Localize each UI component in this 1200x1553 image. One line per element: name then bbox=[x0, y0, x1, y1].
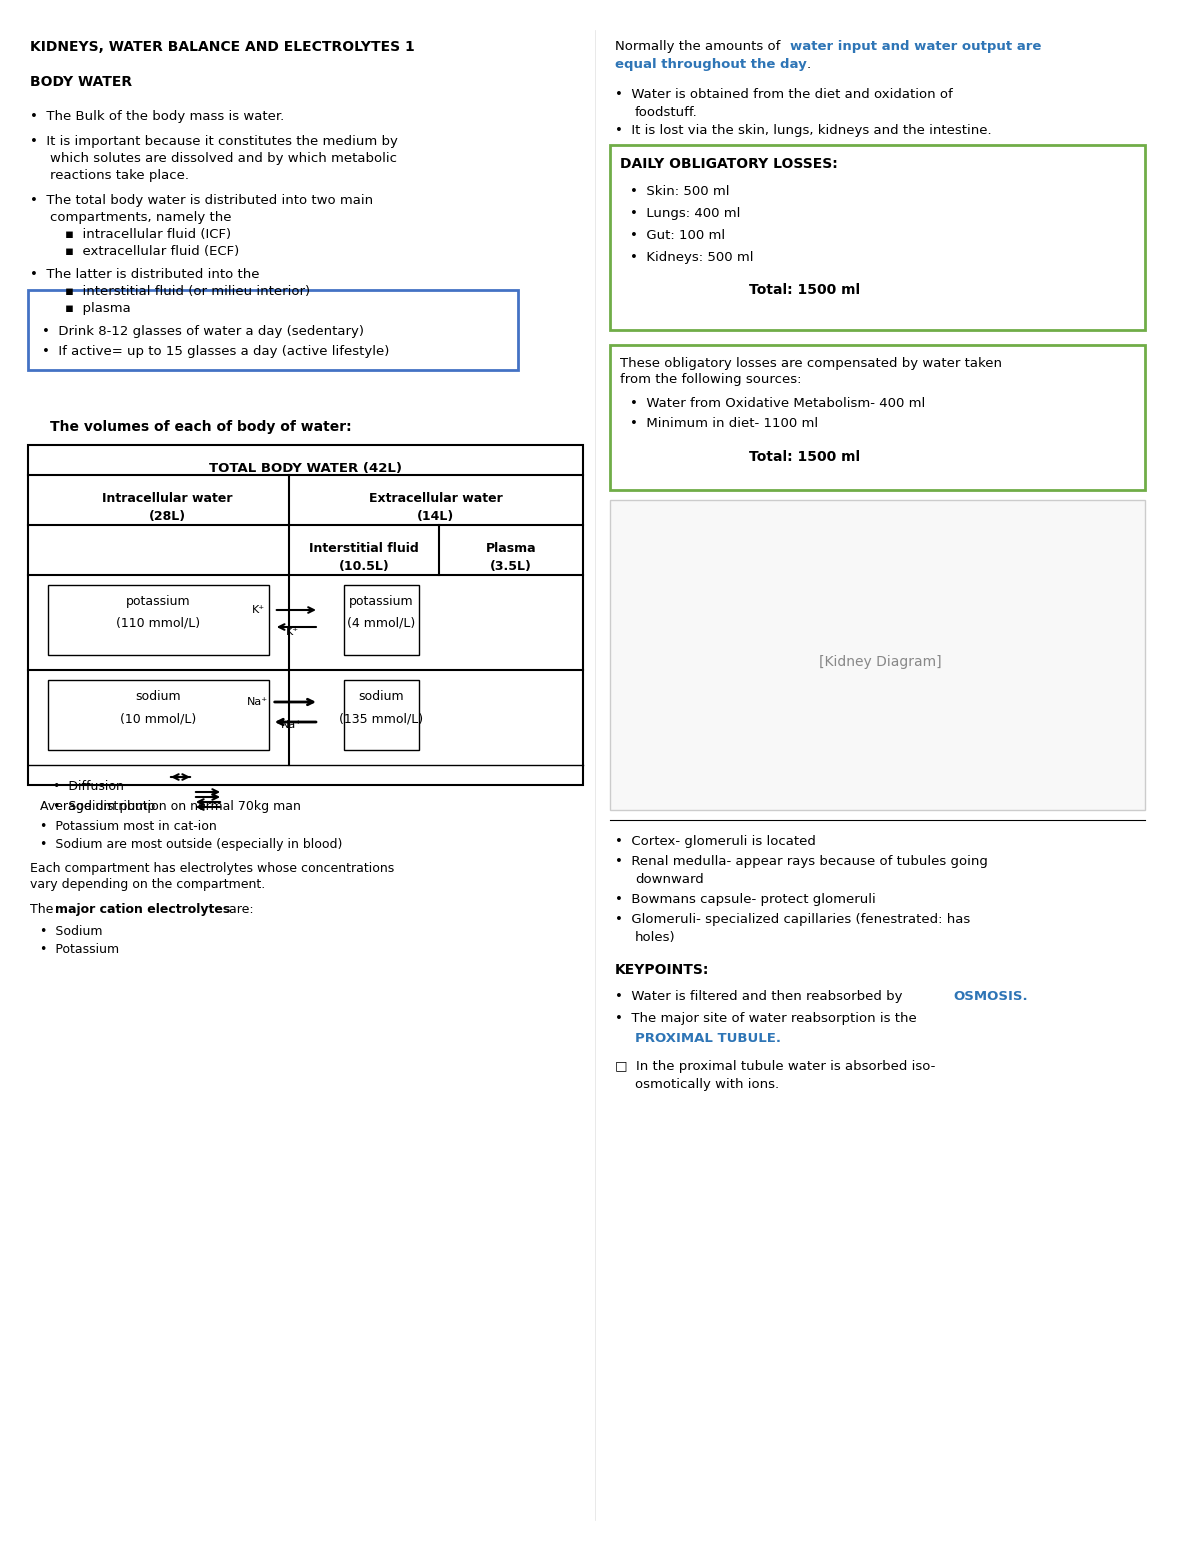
Text: major cation electrolytes: major cation electrolytes bbox=[55, 902, 230, 916]
Bar bbox=[28, 446, 583, 784]
Text: potassium: potassium bbox=[126, 595, 191, 609]
Text: Intracellular water: Intracellular water bbox=[102, 492, 233, 505]
Text: DAILY OBLIGATORY LOSSES:: DAILY OBLIGATORY LOSSES: bbox=[620, 157, 838, 171]
Text: ▪  extracellular fluid (ECF): ▪ extracellular fluid (ECF) bbox=[65, 245, 239, 258]
Text: •  Drink 8-12 glasses of water a day (sedentary): • Drink 8-12 glasses of water a day (sed… bbox=[42, 325, 364, 339]
Text: water input and water output are: water input and water output are bbox=[790, 40, 1042, 53]
Text: •  Lungs: 400 ml: • Lungs: 400 ml bbox=[630, 207, 740, 221]
Text: are:: are: bbox=[226, 902, 253, 916]
Text: •  Water is obtained from the diet and oxidation of: • Water is obtained from the diet and ox… bbox=[616, 89, 953, 101]
Text: •  If active= up to 15 glasses a day (active lifestyle): • If active= up to 15 glasses a day (act… bbox=[42, 345, 389, 359]
Text: □  In the proximal tubule water is absorbed iso-: □ In the proximal tubule water is absorb… bbox=[616, 1061, 935, 1073]
Bar bbox=[344, 585, 419, 655]
Text: ▪  plasma: ▪ plasma bbox=[65, 301, 131, 315]
Text: Na⁺: Na⁺ bbox=[281, 721, 302, 730]
Text: BODY WATER: BODY WATER bbox=[30, 75, 132, 89]
Text: ▪  interstitial fluid (or milieu interior): ▪ interstitial fluid (or milieu interior… bbox=[65, 286, 310, 298]
Text: •  Glomeruli- specialized capillaries (fenestrated: has: • Glomeruli- specialized capillaries (fe… bbox=[616, 913, 971, 926]
Text: •  It is important because it constitutes the medium by: • It is important because it constitutes… bbox=[30, 135, 398, 148]
Text: (10 mmol/L): (10 mmol/L) bbox=[120, 711, 197, 725]
Bar bbox=[48, 585, 269, 655]
Text: (4 mmol/L): (4 mmol/L) bbox=[347, 617, 415, 631]
Text: which solutes are dissolved and by which metabolic: which solutes are dissolved and by which… bbox=[50, 152, 397, 165]
Bar bbox=[48, 680, 269, 750]
Text: (14L): (14L) bbox=[418, 509, 455, 523]
Text: •  Sodium are most outside (especially in blood): • Sodium are most outside (especially in… bbox=[40, 839, 342, 851]
Text: KIDNEYS, WATER BALANCE AND ELECTROLYTES 1: KIDNEYS, WATER BALANCE AND ELECTROLYTES … bbox=[30, 40, 415, 54]
Text: Total: 1500 ml: Total: 1500 ml bbox=[750, 450, 860, 464]
Text: •  Gut: 100 ml: • Gut: 100 ml bbox=[630, 228, 725, 242]
Text: compartments, namely the: compartments, namely the bbox=[50, 211, 232, 224]
Bar bbox=[610, 500, 1145, 811]
FancyBboxPatch shape bbox=[610, 345, 1145, 491]
Text: •  The total body water is distributed into two main: • The total body water is distributed in… bbox=[30, 194, 373, 207]
Text: •  The major site of water reabsorption is the: • The major site of water reabsorption i… bbox=[616, 1013, 917, 1025]
Text: equal throughout the day: equal throughout the day bbox=[616, 57, 806, 71]
Text: •  Minimum in diet- 1100 ml: • Minimum in diet- 1100 ml bbox=[630, 418, 818, 430]
Text: •  Cortex- glomeruli is located: • Cortex- glomeruli is located bbox=[616, 836, 816, 848]
Text: •  Bowmans capsule- protect glomeruli: • Bowmans capsule- protect glomeruli bbox=[616, 893, 876, 905]
Text: (28L): (28L) bbox=[149, 509, 186, 523]
Text: ▪  intracellular fluid (ICF): ▪ intracellular fluid (ICF) bbox=[65, 228, 232, 241]
Text: •  Water is filtered and then reabsorbed by: • Water is filtered and then reabsorbed … bbox=[616, 989, 907, 1003]
Text: Total: 1500 ml: Total: 1500 ml bbox=[750, 283, 860, 297]
Text: sodium: sodium bbox=[359, 690, 404, 704]
Text: (10.5L): (10.5L) bbox=[338, 561, 389, 573]
Text: Average distribution on normal 70kg man: Average distribution on normal 70kg man bbox=[40, 800, 301, 814]
Text: K⁺: K⁺ bbox=[286, 627, 299, 637]
Text: •  Water from Oxidative Metabolism- 400 ml: • Water from Oxidative Metabolism- 400 m… bbox=[630, 398, 925, 410]
Text: Plasma: Plasma bbox=[486, 542, 536, 554]
Text: •  Diffusion: • Diffusion bbox=[53, 780, 124, 794]
Text: osmotically with ions.: osmotically with ions. bbox=[635, 1078, 779, 1092]
Text: Interstitial fluid: Interstitial fluid bbox=[308, 542, 419, 554]
Text: sodium: sodium bbox=[136, 690, 181, 704]
Text: •  Skin: 500 ml: • Skin: 500 ml bbox=[630, 185, 730, 197]
Text: (135 mmol/L): (135 mmol/L) bbox=[340, 711, 424, 725]
Text: (3.5L): (3.5L) bbox=[490, 561, 532, 573]
Text: The volumes of each of body of water:: The volumes of each of body of water: bbox=[50, 419, 352, 433]
Text: •  The Bulk of the body mass is water.: • The Bulk of the body mass is water. bbox=[30, 110, 284, 123]
Text: Extracellular water: Extracellular water bbox=[370, 492, 503, 505]
Text: •  Sodium pump: • Sodium pump bbox=[53, 800, 155, 814]
Text: Each compartment has electrolytes whose concentrations: Each compartment has electrolytes whose … bbox=[30, 862, 395, 874]
Text: foodstuff.: foodstuff. bbox=[635, 106, 697, 120]
Text: •  It is lost via the skin, lungs, kidneys and the intestine.: • It is lost via the skin, lungs, kidney… bbox=[616, 124, 991, 137]
Text: These obligatory losses are compensated by water taken: These obligatory losses are compensated … bbox=[620, 357, 1002, 370]
Text: Normally the amounts of: Normally the amounts of bbox=[616, 40, 785, 53]
Text: .: . bbox=[808, 57, 811, 71]
Text: [Kidney Diagram]: [Kidney Diagram] bbox=[818, 655, 941, 669]
Text: potassium: potassium bbox=[349, 595, 414, 609]
Text: •  Potassium most in cat-ion: • Potassium most in cat-ion bbox=[40, 820, 217, 832]
Text: vary depending on the compartment.: vary depending on the compartment. bbox=[30, 877, 265, 891]
Text: •  Potassium: • Potassium bbox=[40, 943, 119, 957]
Text: PROXIMAL TUBULE.: PROXIMAL TUBULE. bbox=[635, 1033, 781, 1045]
Text: The: The bbox=[30, 902, 58, 916]
Text: reactions take place.: reactions take place. bbox=[50, 169, 190, 182]
Text: downward: downward bbox=[635, 873, 703, 887]
FancyBboxPatch shape bbox=[28, 290, 518, 370]
FancyBboxPatch shape bbox=[610, 144, 1145, 329]
Text: Na⁺: Na⁺ bbox=[247, 697, 268, 707]
Text: •  Kidneys: 500 ml: • Kidneys: 500 ml bbox=[630, 252, 754, 264]
Text: OSMOSIS.: OSMOSIS. bbox=[953, 989, 1027, 1003]
Text: K⁺: K⁺ bbox=[252, 606, 265, 615]
Text: (110 mmol/L): (110 mmol/L) bbox=[116, 617, 200, 631]
Text: TOTAL BODY WATER (42L): TOTAL BODY WATER (42L) bbox=[209, 461, 402, 475]
Text: •  The latter is distributed into the: • The latter is distributed into the bbox=[30, 269, 259, 281]
Text: •  Renal medulla- appear rays because of tubules going: • Renal medulla- appear rays because of … bbox=[616, 856, 988, 868]
Text: holes): holes) bbox=[635, 930, 676, 944]
Text: KEYPOINTS:: KEYPOINTS: bbox=[616, 963, 709, 977]
Text: from the following sources:: from the following sources: bbox=[620, 373, 802, 387]
Bar bbox=[344, 680, 419, 750]
Text: •  Sodium: • Sodium bbox=[40, 926, 102, 938]
